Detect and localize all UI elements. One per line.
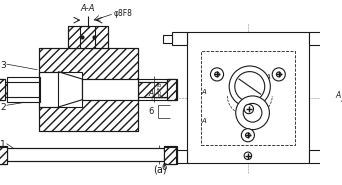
Bar bbox=[164, 146, 176, 164]
Circle shape bbox=[215, 72, 219, 77]
Circle shape bbox=[244, 152, 252, 159]
Bar bbox=[167, 79, 177, 100]
Text: 6: 6 bbox=[162, 163, 167, 172]
Text: A: A bbox=[263, 105, 268, 111]
Bar bbox=[39, 48, 139, 131]
Bar bbox=[5, 82, 39, 97]
Text: A: A bbox=[336, 91, 341, 100]
Bar bbox=[8, 148, 164, 161]
Text: φ8F8: φ8F8 bbox=[114, 9, 133, 18]
Bar bbox=[324, 153, 333, 160]
Circle shape bbox=[244, 104, 253, 114]
Bar bbox=[139, 82, 167, 97]
Circle shape bbox=[276, 72, 281, 77]
Text: A-A: A-A bbox=[81, 4, 95, 13]
Bar bbox=[164, 146, 177, 164]
Bar bbox=[309, 150, 324, 163]
Bar bbox=[163, 35, 172, 43]
Bar bbox=[0, 79, 5, 100]
Text: 2: 2 bbox=[0, 103, 5, 112]
Circle shape bbox=[236, 96, 269, 130]
Text: (a): (a) bbox=[153, 164, 167, 174]
Bar bbox=[324, 35, 333, 43]
Circle shape bbox=[246, 133, 250, 138]
Text: 3: 3 bbox=[0, 60, 6, 70]
Circle shape bbox=[235, 72, 265, 102]
Text: A: A bbox=[265, 74, 270, 80]
Bar bbox=[0, 146, 8, 164]
Circle shape bbox=[272, 68, 285, 81]
Bar bbox=[39, 72, 82, 107]
Bar bbox=[167, 79, 176, 100]
Bar bbox=[172, 150, 187, 163]
Bar bbox=[0, 146, 8, 164]
Bar bbox=[0, 79, 5, 100]
Text: A: A bbox=[201, 89, 206, 95]
Circle shape bbox=[210, 68, 224, 81]
Bar bbox=[201, 51, 295, 144]
Bar bbox=[187, 32, 309, 163]
Circle shape bbox=[241, 129, 254, 142]
Text: A: A bbox=[148, 89, 154, 98]
Text: A: A bbox=[201, 118, 206, 124]
Bar bbox=[172, 32, 187, 45]
Bar bbox=[82, 79, 139, 100]
Text: 6: 6 bbox=[148, 107, 154, 116]
Circle shape bbox=[243, 103, 262, 122]
Circle shape bbox=[229, 66, 270, 107]
Bar bbox=[163, 153, 172, 160]
Text: 1: 1 bbox=[0, 140, 6, 149]
Text: φ5F8: φ5F8 bbox=[157, 82, 162, 97]
Bar bbox=[309, 32, 324, 45]
Bar bbox=[8, 77, 40, 102]
Text: A': A' bbox=[341, 98, 342, 103]
Text: └: └ bbox=[149, 98, 154, 104]
Bar bbox=[68, 26, 108, 48]
